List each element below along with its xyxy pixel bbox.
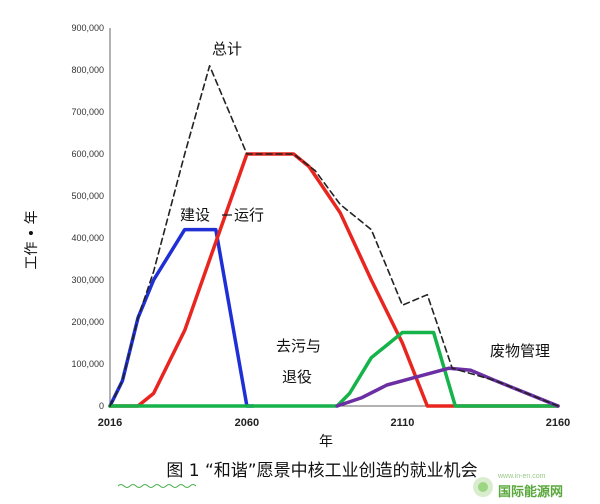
series-line: [108, 152, 560, 408]
y-axis-title: 工作 • 年: [24, 210, 40, 269]
x-tick-label: 2160: [546, 417, 570, 429]
label-construction: 建设: [180, 206, 210, 224]
label-decon-line2: 退役: [282, 368, 312, 386]
series-line: [108, 330, 560, 408]
y-tick-label: 100,000: [71, 359, 104, 369]
label-waste: 废物管理: [490, 342, 550, 360]
y-tick-label: 700,000: [71, 107, 104, 117]
y-tick-label: 900,000: [71, 23, 104, 33]
y-tick-label: 300,000: [71, 275, 104, 285]
watermark-url: www.in-en.com: [497, 473, 546, 480]
y-tick-label: 600,000: [71, 149, 104, 159]
series-line: [108, 227, 255, 408]
label-operation: 运行: [234, 206, 264, 224]
y-tick-label: 800,000: [71, 65, 104, 75]
x-tick-label: 2110: [391, 417, 415, 429]
y-tick-label: 400,000: [71, 233, 104, 243]
label-decon-line1: 去污与: [276, 337, 321, 355]
series-lines: [108, 65, 560, 408]
x-tick-label: 2060: [235, 417, 259, 429]
series-line: [109, 65, 559, 407]
label-total: 总计: [212, 40, 242, 58]
y-tick-label: 500,000: [71, 191, 104, 201]
x-tick-labels: 2016 2060 2110 2160: [98, 417, 570, 429]
watermark-text: 国际能源网: [498, 484, 563, 500]
watermark: www.in-en.com 国际能源网: [473, 473, 563, 500]
y-tick-label: 200,000: [71, 317, 104, 327]
x-axis-title: 年: [319, 434, 333, 450]
caption-underline: [117, 484, 197, 488]
figure-caption: 图 1 “和谐”愿景中核工业创造的就业机会: [166, 461, 477, 481]
x-tick-label: 2016: [98, 417, 122, 429]
y-tick-label: 0: [99, 401, 104, 411]
y-tick-labels: 0 100,000 200,000 300,000 400,000 500,000 600,…: [71, 23, 104, 411]
